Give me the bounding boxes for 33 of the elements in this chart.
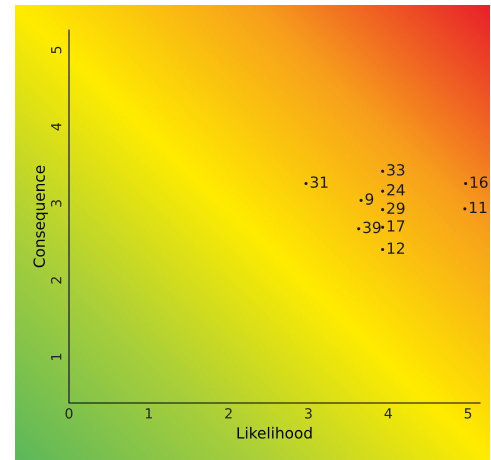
y-axis-title: Consequence xyxy=(33,166,48,268)
x-tick-label: 2 xyxy=(225,408,232,418)
point xyxy=(381,248,384,252)
series-label: 31 xyxy=(310,176,328,188)
y-tick-label: 1 xyxy=(51,354,62,360)
series-label: 12 xyxy=(388,242,404,254)
x-tick-label: 5 xyxy=(464,408,472,419)
series-label: 24 xyxy=(387,184,405,196)
series-label: 11 xyxy=(470,202,486,214)
series-label: 33 xyxy=(387,164,404,176)
point xyxy=(464,182,468,186)
x-tick-label: 3 xyxy=(305,408,312,419)
point xyxy=(381,226,384,229)
point xyxy=(381,208,384,212)
series-label: 17 xyxy=(388,220,404,232)
point xyxy=(381,170,384,173)
x-tick-label: 4 xyxy=(384,408,392,418)
point xyxy=(463,207,466,210)
x-axis-title: Likelihood xyxy=(237,426,312,439)
series-label: 9 xyxy=(366,193,374,205)
x-tick-label: 0 xyxy=(65,408,72,419)
y-tick-label: 3 xyxy=(50,200,62,207)
series-label: 39 xyxy=(363,222,381,234)
x-tick-label: 1 xyxy=(146,408,152,418)
point xyxy=(304,182,308,186)
point xyxy=(381,190,384,193)
series-label: 29 xyxy=(387,202,404,214)
y-tick-label: 2 xyxy=(50,277,62,284)
y-tick-label: 5 xyxy=(51,46,62,54)
point xyxy=(357,227,360,230)
y-tick-label: 4 xyxy=(51,123,62,130)
point xyxy=(360,198,363,202)
series-label: 16 xyxy=(470,176,488,188)
